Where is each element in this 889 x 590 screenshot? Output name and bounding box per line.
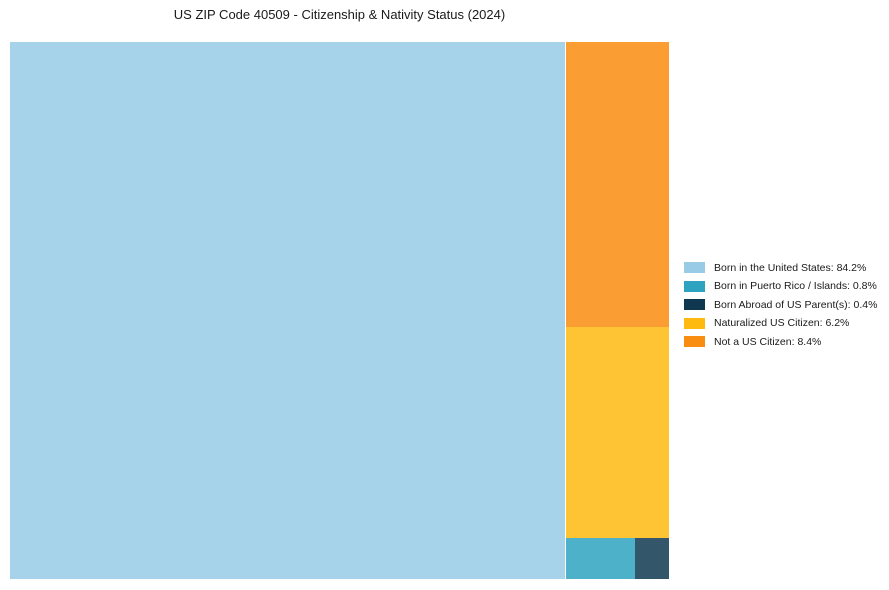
legend-label: Naturalized US Citizen: 6.2% — [714, 317, 850, 329]
legend-item-born-abroad-of-us-parent-s: Born Abroad of US Parent(s): 0.4% — [684, 298, 877, 311]
legend-item-naturalized-us-citizen: Naturalized US Citizen: 6.2% — [684, 317, 877, 330]
treemap — [10, 42, 669, 579]
treemap-cell-naturalized-us-citizen — [566, 327, 669, 539]
chart-title: US ZIP Code 40509 - Citizenship & Nativi… — [173, 7, 506, 22]
legend-item-not-a-us-citizen: Not a US Citizen: 8.4% — [684, 335, 877, 348]
legend-item-born-in-puerto-rico-islands: Born in Puerto Rico / Islands: 0.8% — [684, 280, 877, 293]
legend-label: Born in Puerto Rico / Islands: 0.8% — [714, 280, 877, 292]
legend-swatch-icon — [684, 280, 705, 292]
legend: Born in the United States: 84.2% Born in … — [684, 261, 877, 354]
legend-item-born-in-the-united-states: Born in the United States: 84.2% — [684, 261, 877, 274]
treemap-cell-born-abroad-of-us-parent-s — [634, 538, 669, 579]
treemap-cell-born-in-the-united-states — [10, 42, 565, 579]
treemap-cell-not-a-us-citizen — [566, 42, 669, 328]
legend-label: Born Abroad of US Parent(s): 0.4% — [714, 298, 878, 311]
legend-swatch-icon — [684, 317, 705, 329]
treemap-cell-born-in-puerto-rico-islands — [566, 538, 635, 579]
legend-swatch-icon — [684, 336, 705, 347]
legend-swatch-icon — [684, 299, 705, 310]
legend-label: Not a US Citizen: 8.4% — [714, 335, 822, 348]
legend-swatch-icon — [684, 262, 705, 273]
legend-label: Born in the United States: 84.2% — [714, 261, 867, 274]
